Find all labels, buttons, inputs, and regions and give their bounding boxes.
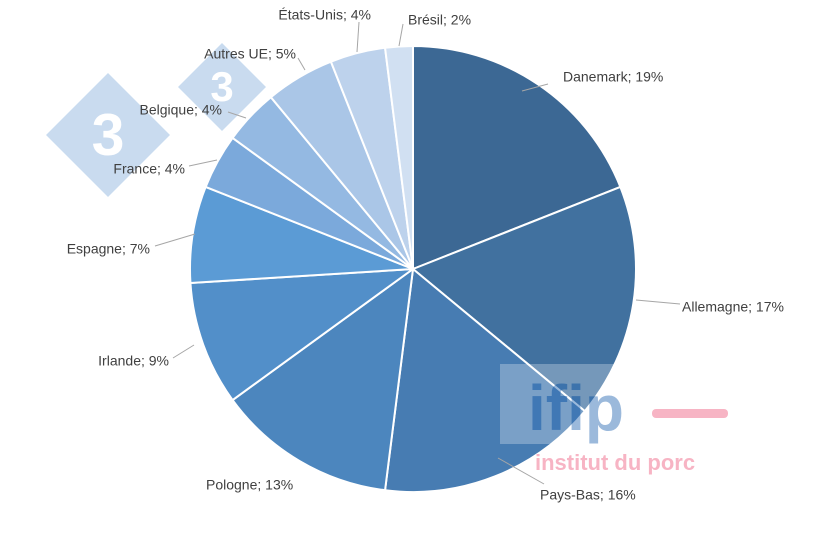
pie-slice-danemark	[412, 44, 622, 271]
data-label-irlande: Irlande; 9%	[98, 353, 169, 369]
pie-slice-irlande	[189, 267, 417, 402]
data-label-belgique: Belgique; 4%	[139, 102, 222, 118]
watermark-backdrop	[500, 364, 618, 444]
watermark-tagline: institut du porc	[535, 450, 695, 475]
leader-line	[497, 457, 545, 485]
leader-line	[297, 57, 306, 71]
pie-slices	[189, 44, 637, 493]
data-label-allemagne: Allemagne; 17%	[682, 299, 784, 315]
data-label-pologne: Pologne; 13%	[206, 477, 293, 493]
leader-line	[154, 233, 196, 247]
watermark-badge-glyph: 3	[92, 102, 125, 168]
pie-slice-pays-bas	[383, 267, 587, 493]
leader-line	[521, 83, 549, 92]
pie-slice-br-sil	[383, 44, 414, 270]
data-label-br-sil: Brésil; 2%	[408, 12, 471, 28]
data-label-pays-bas: Pays-Bas; 16%	[540, 487, 636, 503]
leader-line	[356, 21, 360, 53]
data-labels: Danemark; 19% Allemagne; 17% Pays-Bas; 16%…	[67, 7, 784, 503]
watermark-logo-bar	[652, 409, 728, 418]
leader-line	[227, 111, 247, 119]
leader-line	[398, 23, 404, 47]
leader-line	[188, 159, 218, 167]
watermark-badge-diamond	[178, 43, 266, 131]
data-label-danemark: Danemark; 19%	[563, 69, 663, 85]
data-label-autres-ue: Autres UE; 5%	[204, 46, 296, 62]
data-label--tats-unis: États-Unis; 4%	[278, 7, 371, 23]
watermark-logo-text: ifip	[528, 372, 624, 444]
data-label-france: France; 4%	[113, 161, 185, 177]
leader-lines	[154, 21, 681, 485]
watermark-badge-diamond	[46, 73, 170, 197]
pie-slice-allemagne	[411, 185, 637, 413]
leader-line	[635, 299, 681, 305]
data-label-espagne: Espagne; 7%	[67, 241, 150, 257]
watermark-ifip-logo: ifip institut du porc	[500, 364, 728, 475]
pie-slice-pologne	[231, 266, 415, 492]
watermark-badge-glyph: 3	[210, 63, 233, 110]
leader-line	[172, 344, 195, 359]
